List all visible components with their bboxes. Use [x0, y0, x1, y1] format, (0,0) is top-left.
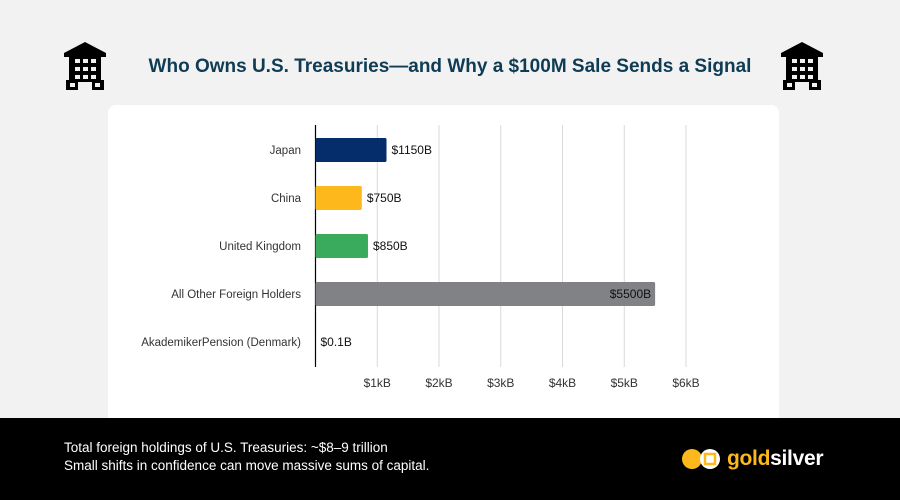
x-tick-label: $5kB	[611, 376, 638, 390]
logo-coins-icon	[682, 449, 720, 469]
logo-silver: silver	[770, 447, 824, 470]
category-label: All Other Foreign Holders	[171, 289, 301, 301]
footer-total-note: Total foreign holdings of U.S. Treasurie…	[64, 440, 388, 455]
category-label: China	[271, 193, 302, 205]
bar	[315, 138, 387, 162]
x-tick-label: $6kB	[672, 376, 699, 390]
chart-card	[108, 105, 779, 425]
footer-shift-note: Small shifts in confidence can move mass…	[64, 458, 430, 473]
data-label: $0.1B	[321, 335, 352, 349]
footer: Total foreign holdings of U.S. Treasurie…	[0, 418, 900, 500]
x-tick-label: $2kB	[425, 376, 452, 390]
chart-title: Who Owns U.S. Treasuries—and Why a $100M…	[148, 56, 752, 77]
data-label: $750B	[367, 191, 402, 205]
bar	[315, 234, 368, 258]
data-label: $1150B	[392, 143, 432, 157]
logo-gold: gold	[727, 447, 771, 470]
goldsilver-logo: goldsilver	[681, 447, 824, 471]
data-label: $850B	[373, 239, 408, 253]
category-label: Japan	[270, 145, 301, 157]
x-tick-label: $4kB	[549, 376, 576, 390]
x-tick-label: $3kB	[487, 376, 514, 390]
building-icon	[781, 42, 823, 90]
data-label: $5500B	[610, 287, 651, 301]
bar	[315, 186, 362, 210]
x-tick-label: $1kB	[364, 376, 391, 390]
category-label: United Kingdom	[219, 241, 301, 253]
category-label: AkademikerPension (Denmark)	[141, 337, 301, 349]
building-icon	[64, 42, 106, 90]
bar	[315, 282, 656, 306]
